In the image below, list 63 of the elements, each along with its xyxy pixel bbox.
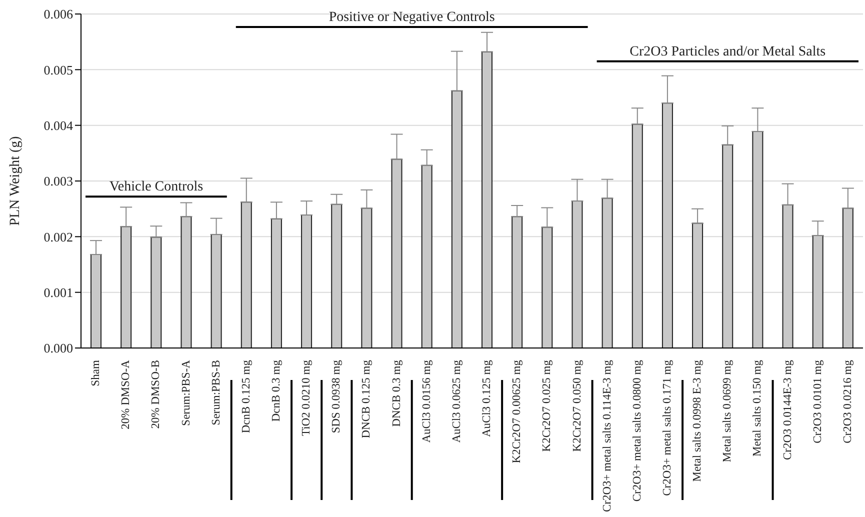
x-tick-label: AuCl3 0.0156 mg — [420, 360, 433, 443]
bar — [451, 90, 462, 348]
bar — [391, 158, 402, 348]
x-tick-label: TiO2 0.0210 mg — [300, 360, 313, 436]
x-tick-label: K2Cr2O7 0.00625 mg — [511, 360, 524, 464]
x-tick-label: Cr2O3 0.0144E-3 mg — [782, 360, 794, 460]
x-tick-label: DcnB 0.3 mg — [270, 360, 282, 422]
bar — [240, 202, 252, 348]
bar — [331, 204, 342, 348]
bar — [812, 235, 824, 348]
x-tick-label: SDS 0.0938 mg — [330, 360, 343, 434]
bar — [632, 124, 643, 348]
y-tick-label: 0.002 — [44, 229, 73, 244]
y-tick-label: 0.001 — [44, 284, 73, 300]
y-tick-label: 0.004 — [44, 118, 74, 133]
bar — [782, 204, 794, 348]
x-tick-label: Cr2O3 0.0216 mg — [842, 360, 854, 444]
x-tick-label: Cr2O3+ metal salts 0.0800 mg — [631, 360, 644, 502]
bar — [120, 226, 132, 348]
y-axis-title: PLN Weight (g) — [8, 136, 23, 226]
bar — [361, 208, 372, 348]
x-tick-label: Cr2O3 0.0101 mg — [812, 360, 824, 444]
bar — [210, 234, 222, 348]
x-tick-label: 20% DMSO-A — [120, 359, 132, 430]
annotation: Positive or Negative Controls — [328, 10, 495, 25]
x-tick-label: Metal salts 0.150 mg — [752, 360, 764, 456]
x-tick-label: DNCB 0.125 mg — [360, 360, 373, 438]
annotation: Vehicle Controls — [109, 180, 204, 195]
bar — [662, 102, 673, 348]
bar — [150, 236, 162, 348]
x-tick-label: Serum:PBS-A — [180, 359, 192, 426]
y-tick-label: 0.005 — [44, 62, 73, 78]
bar — [722, 144, 734, 348]
y-tick-label: 0.003 — [44, 174, 73, 189]
x-tick-label: Metal salts 0.0998 E-3 mg — [692, 360, 704, 482]
x-tick-label: K2Cr2O7 0.025 mg — [541, 360, 554, 452]
x-tick-label: Metal salts 0.0699 mg — [722, 360, 734, 462]
bar — [512, 216, 523, 348]
x-tick-label: Serum:PBS-B — [210, 360, 222, 426]
bar — [602, 198, 613, 348]
bar — [421, 164, 432, 348]
annotation: Cr2O3 Particles and/or Metal Salts — [630, 44, 826, 60]
x-tick-label: AuCl3 0.125 mg — [481, 360, 494, 437]
x-tick-label: DcnB 0.125 mg — [240, 360, 252, 434]
bar — [572, 200, 583, 348]
x-tick-label: K2Cr2O7 0.050 mg — [571, 360, 584, 452]
y-tick-label: 0.006 — [44, 6, 74, 22]
x-tick-label: DNCB 0.3 mg — [390, 360, 403, 427]
bar — [180, 216, 192, 348]
x-tick-label: 20% DMSO-B — [150, 360, 162, 429]
x-tick-label: Cr2O3+ metal salts 0.171 mg — [662, 360, 674, 496]
bar — [842, 208, 854, 348]
bar — [752, 130, 764, 348]
x-tick-label: Cr2O3+ metal salts 0.114E-3 mg — [601, 360, 614, 512]
x-tick-label: Sham — [90, 360, 102, 386]
bar — [542, 226, 553, 348]
bar — [692, 222, 704, 348]
bar — [90, 254, 102, 348]
x-tick-label: AuCl3 0.0625 mg — [450, 360, 463, 443]
bar — [482, 51, 492, 348]
bar — [301, 214, 312, 348]
bar — [270, 218, 282, 348]
y-tick-label: 0.000 — [44, 340, 73, 356]
